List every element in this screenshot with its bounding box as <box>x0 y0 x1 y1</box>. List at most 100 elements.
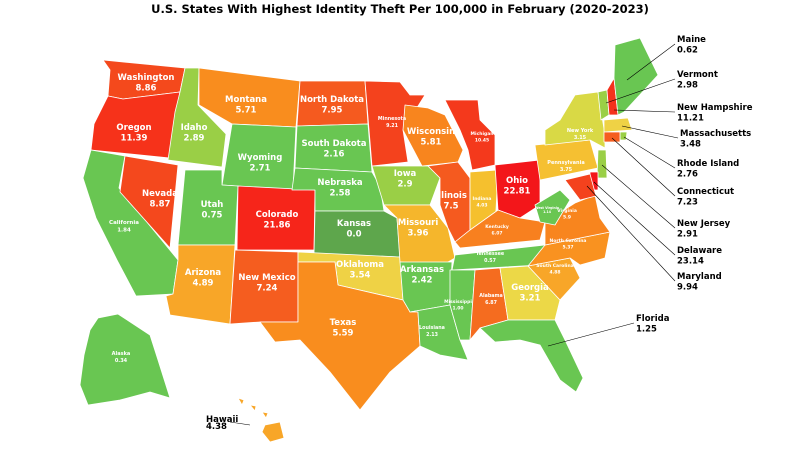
callout-value-maryland: 9.94 <box>677 283 698 293</box>
callout-name-delaware: Delaware <box>677 246 722 256</box>
callout-value-hawaii: 4.38 <box>206 422 227 432</box>
state-connecticut <box>603 131 621 143</box>
state-florida <box>479 319 584 393</box>
state-value-georgia: 3.21 <box>520 294 541 304</box>
state-name-texas: Texas <box>330 318 357 328</box>
state-name-wisconsin: Wisconsin <box>407 127 455 137</box>
state-name-oklahoma: Oklahoma <box>336 260 384 270</box>
state-name-north-dakota: North Dakota <box>300 95 364 105</box>
callout-name-new-jersey: New Jersey <box>677 219 731 229</box>
state-name-new-york: New York <box>567 128 594 134</box>
leader-line-delaware <box>593 181 676 256</box>
state-name-kansas: Kansas <box>337 219 371 229</box>
state-value-indiana: 4.03 <box>476 203 487 209</box>
state-value-iowa: 2.9 <box>397 180 412 190</box>
callout-value-delaware: 23.14 <box>677 257 704 267</box>
state-value-kentucky: 6.07 <box>491 231 502 237</box>
state-value-south-carolina: 4.88 <box>549 270 560 276</box>
state-name-ohio: Ohio <box>506 176 528 186</box>
state-maryland <box>564 173 597 201</box>
state-name-wyoming: Wyoming <box>238 153 283 163</box>
callout-value-massachusetts: 3.48 <box>680 140 701 150</box>
state-name-missouri: Missouri <box>398 218 439 228</box>
callout-name-massachusetts: Massachusetts <box>680 129 751 139</box>
state-name-south-carolina: South Carolina <box>536 263 573 269</box>
state-name-illinois: Illinois <box>435 191 467 201</box>
state-value-north-carolina: 5.37 <box>562 245 573 251</box>
state-name-washington: Washington <box>118 73 175 83</box>
state-value-tennessee: 0.57 <box>484 258 496 264</box>
state-value-utah: 0.75 <box>202 211 223 221</box>
state-california <box>82 149 179 297</box>
state-name-pennsylvania: Pennsylvania <box>547 160 584 166</box>
leader-line-new-hampshire <box>613 109 676 113</box>
state-name-south-dakota: South Dakota <box>302 139 367 149</box>
leader-line-maine <box>626 43 676 81</box>
state-name-nebraska: Nebraska <box>317 178 363 188</box>
leader-line-florida <box>547 322 635 347</box>
state-missouri <box>383 204 456 266</box>
state-value-colorado: 21.86 <box>264 221 291 231</box>
state-rhode-island <box>619 131 628 141</box>
state-name-michigan: Michigan <box>471 131 494 137</box>
state-value-idaho: 2.89 <box>184 134 205 144</box>
state-value-oklahoma: 3.54 <box>350 271 371 281</box>
callout-name-new-hampshire: New Hampshire <box>677 103 753 113</box>
leader-line-connecticut <box>611 137 676 197</box>
state-hawaii <box>237 397 285 443</box>
state-georgia <box>499 265 561 321</box>
state-mississippi <box>449 269 476 341</box>
state-virginia <box>544 194 611 246</box>
state-ohio <box>494 159 541 219</box>
state-value-arkansas: 2.42 <box>412 276 433 286</box>
state-west-virginia <box>534 189 571 226</box>
state-value-mississippi: 1.00 <box>452 306 463 312</box>
state-value-pennsylvania: 3.75 <box>560 167 573 173</box>
state-value-michigan: 10.45 <box>475 138 489 144</box>
state-value-kansas: 0.0 <box>346 230 361 240</box>
state-value-south-dakota: 2.16 <box>324 150 345 160</box>
state-value-alaska: 0.34 <box>115 358 128 364</box>
state-name-tennessee: Tennessee <box>476 251 505 257</box>
state-name-new-mexico: New Mexico <box>238 273 295 283</box>
map-title: U.S. States With Highest Identity Theft … <box>151 2 649 16</box>
callout-name-hawaii: Hawaii <box>206 415 238 425</box>
state-massachusetts <box>603 117 633 133</box>
state-nevada <box>119 155 179 249</box>
callout-name-vermont: Vermont <box>677 70 718 80</box>
leader-line-new-jersey <box>601 164 676 229</box>
state-name-montana: Montana <box>225 95 267 105</box>
callout-value-new-jersey: 2.91 <box>677 230 698 240</box>
state-name-oregon: Oregon <box>116 123 151 133</box>
state-value-new-york: 3.15 <box>574 135 587 141</box>
state-value-new-mexico: 7.24 <box>257 284 278 294</box>
state-value-nevada: 8.87 <box>150 200 171 210</box>
state-new-jersey <box>596 149 608 179</box>
state-value-nebraska: 2.58 <box>330 189 351 199</box>
state-name-california: California <box>109 220 139 226</box>
leader-line-hawaii <box>229 421 251 426</box>
state-value-alabama: 6.87 <box>485 300 497 306</box>
state-name-nevada: Nevada <box>142 189 178 199</box>
callout-name-maryland: Maryland <box>677 272 722 282</box>
state-alaska <box>79 313 171 406</box>
state-name-minnesota: Minnesota <box>378 116 406 122</box>
state-value-oregon: 11.39 <box>121 134 148 144</box>
callout-value-new-hampshire: 11.21 <box>677 114 704 124</box>
state-name-alaska: Alaska <box>112 351 131 357</box>
state-name-alabama: Alabama <box>479 293 503 299</box>
state-value-washington: 8.86 <box>136 84 157 94</box>
state-value-west-virginia: 1.14 <box>543 210 552 214</box>
state-name-indiana: Indiana <box>473 196 492 202</box>
callout-name-maine: Maine <box>677 35 706 45</box>
state-name-kentucky: Kentucky <box>485 224 509 230</box>
state-name-virginia: Virginia <box>557 208 577 214</box>
state-value-arizona: 4.89 <box>193 279 214 289</box>
state-value-montana: 5.71 <box>236 106 257 116</box>
state-name-louisiana: Louisiana <box>419 325 445 331</box>
state-value-illinois: 7.5 <box>443 202 458 212</box>
state-value-virginia: 5.9 <box>563 215 571 221</box>
state-value-wyoming: 2.71 <box>250 164 271 174</box>
state-value-missouri: 3.96 <box>408 229 429 239</box>
